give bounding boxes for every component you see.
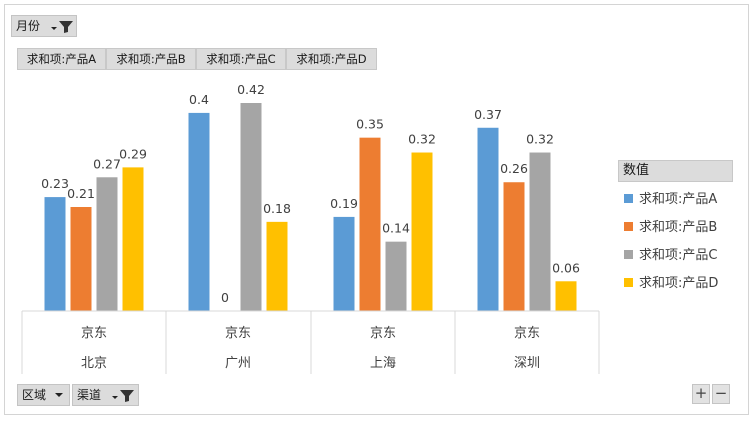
expand-button[interactable]: +	[692, 384, 710, 404]
category-label-channel-2: 京东	[225, 326, 251, 341]
collapse-button[interactable]: −	[712, 384, 730, 404]
bar-product-c-2[interactable]	[240, 103, 262, 311]
value-tag-product-d[interactable]: 求和项:产品D	[286, 48, 377, 70]
legend-label-product-a: 求和项:产品A	[639, 192, 718, 207]
category-label-region-1: 北京	[81, 356, 107, 371]
data-label-product-d-4: 0.06	[552, 260, 580, 275]
month-filter-label: 月份	[16, 19, 41, 33]
category-label-channel-4: 京东	[514, 326, 540, 341]
legend-label-product-c: 求和项:产品C	[639, 248, 718, 263]
category-label-channel-1: 京东	[81, 326, 107, 341]
legend-label-product-b: 求和项:产品B	[639, 220, 718, 235]
category-label-channel-3: 京东	[370, 326, 396, 341]
bar-product-b-4[interactable]	[503, 182, 525, 311]
legend-title[interactable]: 数值	[618, 160, 733, 182]
legend-item-product-a[interactable]: 求和项:产品A	[624, 188, 717, 207]
category-label-region-3: 上海	[370, 356, 396, 371]
bar-product-b-3[interactable]	[359, 137, 381, 311]
region-filter-button[interactable]: 区域	[17, 384, 70, 406]
legend-swatch-product-d	[624, 278, 633, 287]
bar-product-d-3[interactable]	[411, 152, 433, 311]
data-label-product-c-3: 0.14	[382, 221, 410, 236]
category-label-region-2: 广州	[225, 356, 251, 371]
data-label-product-a-3: 0.19	[330, 196, 358, 211]
month-filter-button[interactable]: 月份	[11, 15, 77, 37]
data-label-product-d-3: 0.32	[408, 132, 436, 147]
data-label-product-b-3: 0.35	[356, 117, 384, 132]
channel-filter-label: 渠道	[77, 388, 102, 402]
bar-product-d-2[interactable]	[266, 221, 288, 311]
data-label-product-a-1: 0.23	[41, 176, 69, 191]
bar-product-d-1[interactable]	[122, 167, 144, 311]
bar-product-c-3[interactable]	[385, 241, 407, 311]
data-label-product-d-1: 0.29	[119, 146, 147, 161]
legend-swatch-product-b	[624, 222, 633, 231]
bar-product-a-2[interactable]	[188, 112, 210, 312]
data-label-product-c-4: 0.32	[526, 132, 554, 147]
legend-swatch-product-c	[624, 250, 633, 259]
data-label-product-c-1: 0.27	[93, 156, 121, 171]
bar-product-d-4[interactable]	[555, 281, 577, 311]
data-label-product-a-4: 0.37	[474, 107, 502, 122]
region-filter-label: 区域	[22, 388, 47, 402]
category-label-region-4: 深圳	[514, 356, 540, 371]
legend-item-product-b[interactable]: 求和项:产品B	[624, 216, 717, 235]
bar-product-c-4[interactable]	[529, 152, 551, 311]
dropdown-arrow-icon	[52, 385, 68, 405]
bar-product-a-1[interactable]	[44, 197, 66, 311]
legend-item-product-c[interactable]: 求和项:产品C	[624, 244, 717, 263]
legend-label-product-d: 求和项:产品D	[639, 276, 719, 291]
value-tag-product-b[interactable]: 求和项:产品B	[106, 48, 196, 70]
bar-product-c-1[interactable]	[96, 177, 118, 311]
value-tag-product-a[interactable]: 求和项:产品A	[17, 48, 106, 70]
channel-filter-button[interactable]: 渠道	[72, 384, 139, 406]
bars-group: 0.230.21 0.270.29 0.4 0 0.42 0.18 0.19 0.35 0.14…	[41, 82, 580, 312]
dropdown-filter-icon	[109, 385, 137, 405]
legend-swatch-product-a	[624, 194, 633, 203]
data-label-product-c-2: 0.42	[237, 82, 265, 97]
data-label-product-b-2: 0	[221, 290, 229, 305]
data-label-product-b-1: 0.21	[67, 186, 95, 201]
data-label-product-d-2: 0.18	[263, 201, 291, 216]
bar-product-b-1[interactable]	[70, 207, 92, 311]
legend-item-product-d[interactable]: 求和项:产品D	[624, 272, 718, 291]
bar-product-a-4[interactable]	[477, 127, 499, 311]
data-label-product-b-4: 0.26	[500, 161, 528, 176]
data-label-product-a-2: 0.4	[189, 92, 209, 107]
dropdown-filter-icon	[48, 16, 76, 36]
bar-product-a-3[interactable]	[333, 216, 355, 311]
value-tag-product-c[interactable]: 求和项:产品C	[196, 48, 286, 70]
